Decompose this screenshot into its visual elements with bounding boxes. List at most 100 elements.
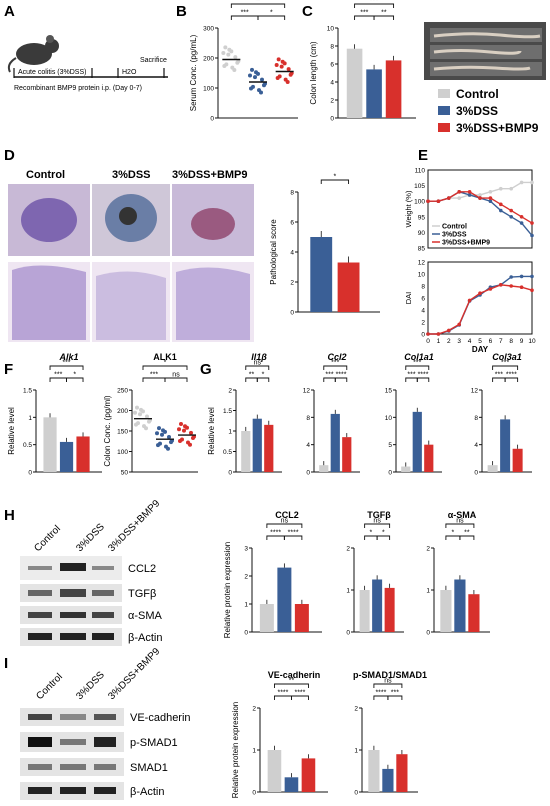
y-tick-label: 0 <box>210 116 214 123</box>
y-tick-label: 0 <box>28 470 32 477</box>
sig-bracket <box>230 15 259 20</box>
x-tick-label: 10 <box>528 338 536 345</box>
bar <box>382 768 394 792</box>
y-tick-label: 8 <box>290 190 294 197</box>
sig-label: * <box>334 174 337 181</box>
data-point <box>133 410 137 415</box>
y-tick-label: 0.5 <box>223 449 232 456</box>
sig-bracket <box>323 365 348 370</box>
bar <box>500 419 511 472</box>
data-point <box>250 67 254 72</box>
data-point <box>233 55 238 60</box>
data-point <box>157 426 161 431</box>
data-point <box>285 80 290 85</box>
y-axis-label: Pathological score <box>269 219 278 285</box>
data-point <box>274 63 279 68</box>
x-tick-label: 5 <box>478 338 482 345</box>
y-tick-label: 2 <box>421 320 425 327</box>
sig-label: **** <box>277 690 288 697</box>
series-point <box>467 190 472 194</box>
data-point <box>147 419 151 424</box>
y-tick-label: 2 <box>244 574 248 581</box>
data-point <box>163 429 167 434</box>
plot-frame <box>427 169 533 249</box>
panel-letter-f: F <box>4 361 13 378</box>
series-point <box>467 298 472 303</box>
bar <box>277 567 292 632</box>
y-tick-label: 4 <box>421 308 425 315</box>
x-tick-label: 3 <box>457 338 461 345</box>
series-point <box>530 180 534 185</box>
sig-bracket <box>373 683 403 688</box>
sig-label: **** <box>375 690 386 697</box>
chart-title: Ccl2 <box>327 352 346 362</box>
timeline-sacrifice-label: Sacrifice <box>140 57 167 64</box>
bar <box>454 579 466 632</box>
bar <box>241 431 251 472</box>
sig-bracket <box>245 377 258 382</box>
y-tick-label: 95 <box>418 214 426 221</box>
data-point <box>145 414 149 419</box>
data-point <box>179 422 183 427</box>
chart-title: Il1β <box>251 352 267 362</box>
data-point <box>188 442 192 447</box>
sig-bracket <box>354 15 375 20</box>
sig-label: * <box>73 372 76 379</box>
panel-letter-g: G <box>200 361 212 378</box>
sig-label: **** <box>288 530 299 537</box>
series-point <box>530 221 534 225</box>
y-tick-label: 1 <box>28 415 32 422</box>
chart-i1: 0 1 2 VE-cadherin Relative protein expressio… <box>231 670 328 798</box>
sig-label: ns <box>281 518 289 525</box>
legend-bmp9: 3%DSS+BMP9 <box>456 121 539 135</box>
y-tick-label: 1 <box>346 588 350 595</box>
data-point <box>288 72 293 77</box>
chart-title: CCL2 <box>275 510 299 520</box>
series-point <box>488 196 493 200</box>
data-point <box>144 426 148 431</box>
bar <box>440 590 452 632</box>
y-tick-label: 2 <box>330 98 334 105</box>
panel-letter-d: D <box>4 147 15 164</box>
sig-bracket <box>504 377 519 382</box>
i-band-vecadherin: VE-cadherin <box>130 712 191 724</box>
sig-bracket <box>49 365 84 370</box>
y-tick-label: 4 <box>330 80 334 87</box>
panel-letter-b: B <box>176 3 187 20</box>
data-point <box>155 431 159 436</box>
y-tick-label: 2 <box>228 388 232 395</box>
chart-h1: 0 1 2 3 CCL2 Relative protein expression **** *… <box>223 510 322 638</box>
data-point <box>166 446 170 451</box>
sig-label: *** <box>325 372 333 379</box>
chart-d: 0 2 4 6 8 Pathological score * <box>269 174 380 317</box>
bar <box>359 590 370 632</box>
data-point <box>248 73 252 78</box>
series-point <box>519 180 524 185</box>
series-point <box>519 274 524 279</box>
h-band-asma: α-SMA <box>128 610 163 622</box>
y-tick-label: 4 <box>474 442 478 449</box>
sig-label: ** <box>289 678 295 685</box>
y-tick-label: 150 <box>117 429 128 436</box>
sig-label: * <box>270 10 273 17</box>
sig-bracket <box>416 377 430 382</box>
chart-title: ALK1 <box>153 352 177 362</box>
h-band-bactin: β-Actin <box>128 632 162 644</box>
x-tick-label: 7 <box>499 338 503 345</box>
sig-label: *** <box>150 372 158 379</box>
sig-bracket <box>364 535 378 540</box>
data-point <box>177 427 181 432</box>
y-tick-label: 0 <box>290 310 294 317</box>
y-tick-label: 1 <box>426 588 430 595</box>
sig-label: **** <box>294 690 305 697</box>
sig-label: *** <box>501 360 509 367</box>
sig-bracket <box>373 695 389 700</box>
chart-title: Alk1 <box>58 352 78 362</box>
sig-label: *** <box>331 360 339 367</box>
sig-label: ** <box>255 0 261 5</box>
y-tick-label: 0 <box>421 332 425 339</box>
chart-title: VE-cadherin <box>268 670 321 680</box>
data-point <box>134 422 138 427</box>
data-point <box>286 67 291 72</box>
